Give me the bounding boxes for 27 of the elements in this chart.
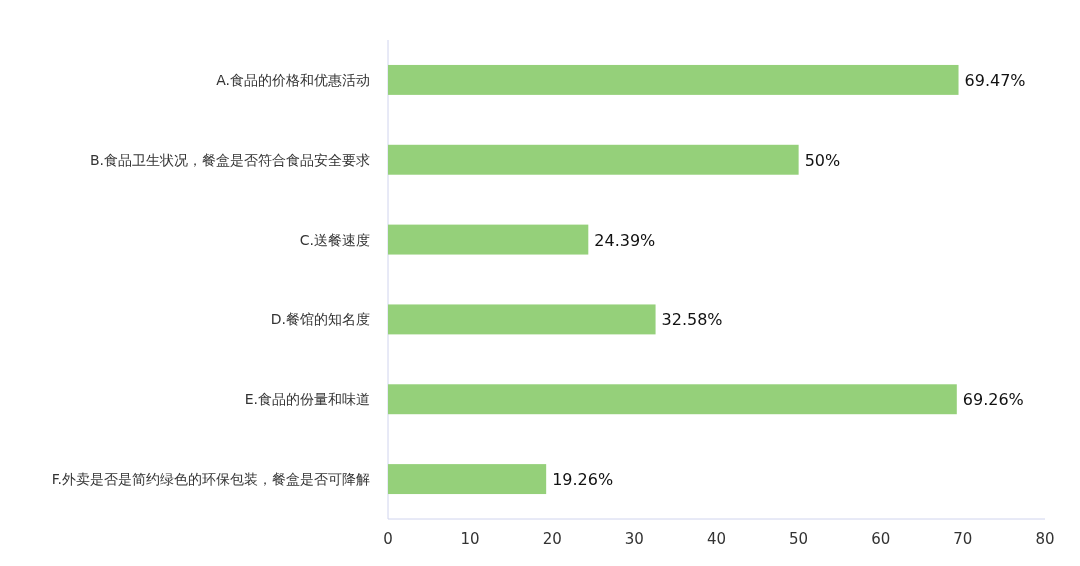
data-label: 19.26%	[552, 470, 614, 490]
x-tick-label: 30	[624, 530, 644, 548]
data-label: 69.26%	[962, 390, 1024, 410]
y-tick-label: E.食品的份量和味道	[244, 391, 370, 408]
data-label: 50%	[804, 150, 841, 170]
bar	[388, 224, 589, 255]
data-label: 24.39%	[594, 230, 656, 250]
y-tick-label: C.送餐速度	[299, 231, 370, 248]
data-label: 69.47%	[964, 70, 1026, 90]
bar	[388, 384, 957, 415]
bar	[388, 304, 656, 335]
x-tick-label: 70	[953, 530, 973, 548]
y-tick-label: F.外卖是否是简约绿色的环保包装，餐盒是否可降解	[51, 471, 370, 488]
bar	[388, 464, 547, 495]
x-tick-label: 20	[542, 530, 562, 548]
x-tick-label: 0	[383, 530, 393, 548]
bar	[388, 64, 959, 95]
x-tick-label: 10	[460, 530, 480, 548]
x-tick-label: 50	[789, 530, 809, 548]
y-tick-label: B.食品卫生状况，餐盒是否符合食品安全要求	[89, 151, 370, 168]
x-tick-label: 80	[1035, 530, 1055, 548]
x-tick-label: 60	[871, 530, 891, 548]
y-tick-label: A.食品的价格和优惠活动	[216, 71, 370, 88]
x-tick-label: 40	[706, 530, 727, 548]
bar	[388, 144, 799, 175]
y-tick-label: D.餐馆的知名度	[270, 311, 370, 328]
data-label: 32.58%	[661, 310, 723, 330]
